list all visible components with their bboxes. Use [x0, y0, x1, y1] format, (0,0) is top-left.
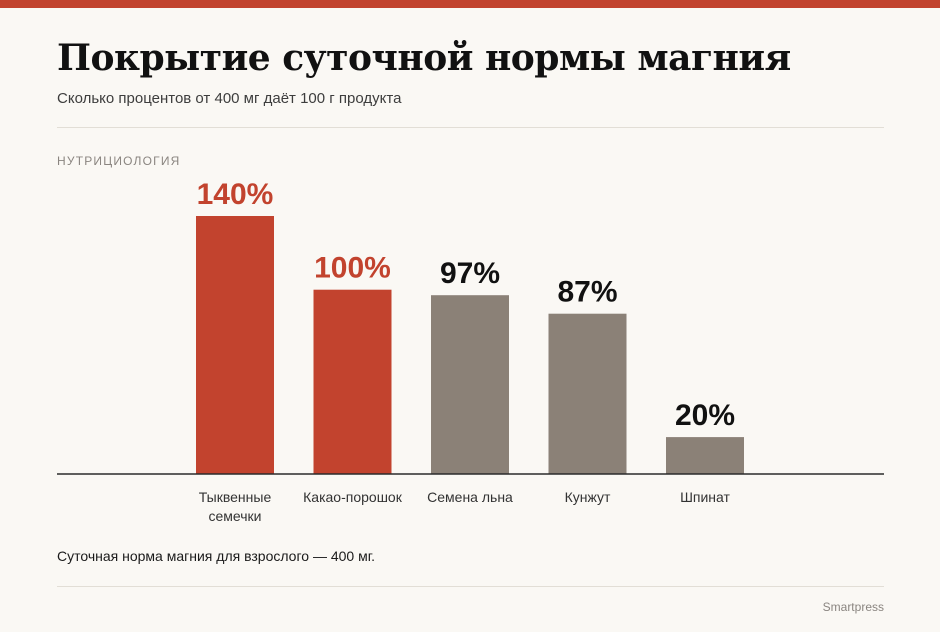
category-label: Кунжут — [565, 489, 611, 505]
category-label: Шпинат — [680, 489, 730, 505]
category-label: Какао-порошок — [303, 489, 403, 505]
bar — [666, 437, 744, 474]
section-kicker: НУТРИЦИОЛОГИЯ — [57, 154, 181, 168]
value-label: 20% — [675, 399, 735, 432]
bar — [313, 289, 392, 474]
category-label: Семена льна — [427, 489, 513, 505]
header-divider — [57, 127, 884, 128]
footer-divider — [57, 586, 884, 587]
value-label: 100% — [314, 252, 391, 285]
category-label: Тыквенные — [199, 489, 272, 505]
value-label: 87% — [557, 276, 617, 309]
bar-chart: 140% Тыквенные семечки 100% Какао-порошок 97%… — [57, 178, 884, 524]
chart-subtitle: Сколько процентов от 400 мг даёт 100 г п… — [57, 90, 402, 107]
bar — [548, 313, 627, 474]
chart-title: Покрытие суточной нормы магния — [57, 37, 791, 79]
top-accent-rule — [0, 0, 940, 8]
source-credit: Smartpress — [822, 600, 884, 614]
bar — [431, 295, 509, 474]
category-label: семечки — [209, 508, 262, 524]
bar — [196, 216, 274, 474]
value-label: 97% — [440, 257, 500, 290]
footnote: Суточная норма магния для взрослого — 40… — [57, 548, 375, 564]
value-label: 140% — [197, 178, 274, 211]
